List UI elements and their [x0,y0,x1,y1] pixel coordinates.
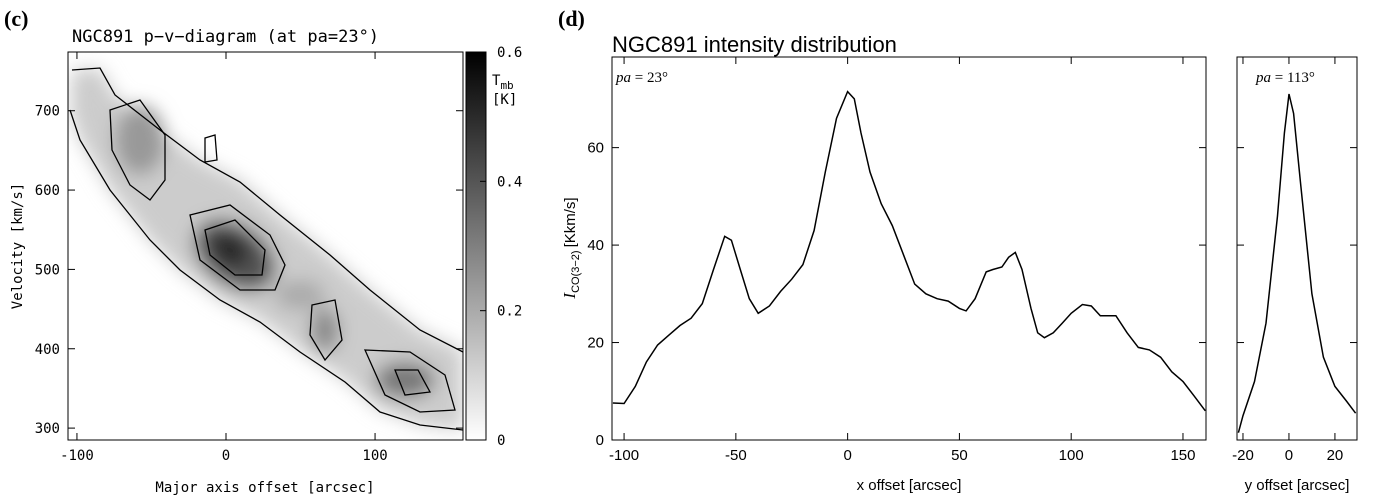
y-label-sub: CO(3−2) [570,250,582,293]
x-axis-label: x offset [arcsec] [857,477,962,494]
colorbar [465,51,487,441]
panel-label: (c) [4,6,28,31]
y-tick-label: 60 [587,140,604,157]
line [1237,93,1357,433]
colorbar-label-main: T [492,73,501,89]
y-tick-label: 600 [35,183,60,199]
x-tick-label: -20 [1232,447,1254,464]
colorbar-unit: [K] [492,92,517,108]
y-tick-label: 0 [596,432,604,449]
x-tick-label: 150 [1170,447,1195,464]
y-tick-label: 500 [35,262,60,278]
intensity-map [70,68,463,430]
y-label-main: I [560,292,579,300]
colorbar-label-sub: mb [500,79,513,92]
colorbar-label: Tmb [492,73,514,92]
chart-title: NGC891 p−v−diagram (at pa=23°) [72,27,379,47]
y-axis-label: Velocity [km/s] [10,183,26,309]
x-tick-label: -50 [725,447,747,464]
y-label-unit: [Kkm/s] [562,197,579,247]
colorbar-tick-label: 0 [497,433,505,449]
y-tick-label: 20 [587,335,604,352]
annotation: pa = 113° [1255,70,1315,86]
annotation: pa = 23° [615,70,668,86]
x-tick-label: 100 [1059,447,1084,464]
x-tick-label: -100 [609,447,639,464]
plot-frame [67,51,464,441]
x-tick-label: 0 [222,448,230,464]
x-axis-label: y offset [arcsec] [1245,477,1350,494]
x-tick-label: 0 [843,447,851,464]
x-tick-label: 100 [362,448,387,464]
y-tick-label: 300 [35,421,60,437]
pv-image [69,67,463,431]
chart-title: NGC891 intensity distribution [612,32,897,57]
y-tick-label: 400 [35,342,60,358]
x-tick-label: -100 [60,448,94,464]
x-tick-label: 50 [951,447,968,464]
colorbar-tick-label: 0.2 [497,304,522,320]
y-axis-label: ICO(3−2) [Kkm/s] [560,197,582,299]
annotation-text: = 23° [631,70,668,86]
panel-label: (d) [558,6,585,31]
plot-frame [611,56,1207,441]
contours [69,67,463,431]
y-tick-label: 700 [35,104,60,120]
annotation-italic: pa [1255,70,1271,86]
annotation-text: = 113° [1271,70,1315,86]
colorbar-tick-label: 0.4 [497,174,522,190]
plot-frame [1236,56,1358,441]
x-tick-label: 0 [1285,447,1293,464]
line [612,90,1206,412]
x-axis-label: Major axis offset [arcsec] [155,480,374,496]
x-tick-label: 20 [1327,447,1344,464]
annotation-italic: pa [615,70,631,86]
y-tick-label: 40 [587,237,604,254]
colorbar-tick-label: 0.6 [497,45,522,61]
